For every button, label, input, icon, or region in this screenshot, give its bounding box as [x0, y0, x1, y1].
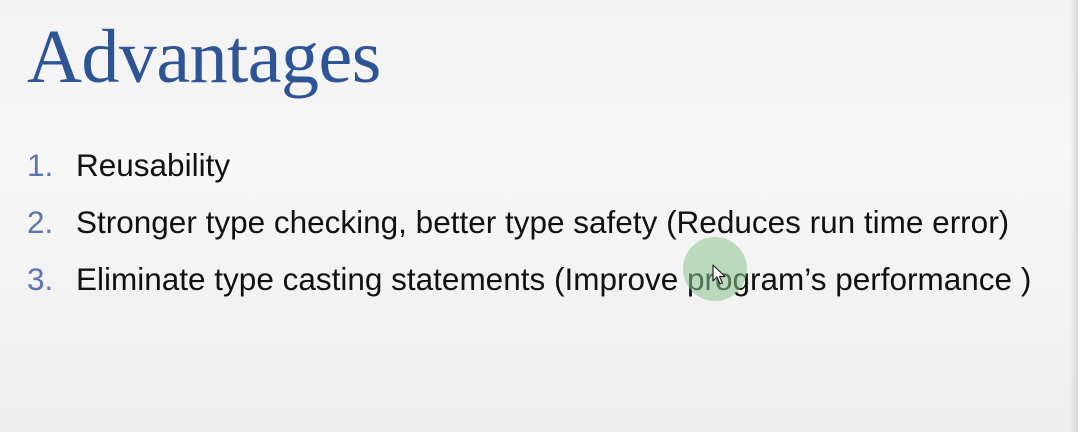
- slide-right-edge: [1070, 0, 1078, 432]
- list-item-text: Stronger type checking, better type safe…: [76, 204, 1010, 240]
- list-item: 3. Eliminate type casting statements (Im…: [27, 255, 1057, 303]
- list-item-number: 3.: [27, 261, 54, 297]
- list-item-number: 2.: [27, 204, 54, 240]
- list-item-text: Reusability: [76, 147, 231, 183]
- slide-title: Advantages: [27, 15, 381, 99]
- advantages-list: 1. Reusability 2. Stronger type checking…: [27, 141, 1057, 303]
- list-item: 2. Stronger type checking, better type s…: [27, 198, 1057, 246]
- list-item-text: Eliminate type casting statements (Impro…: [76, 261, 1032, 297]
- mouse-pointer-icon: [712, 264, 726, 285]
- list-item: 1. Reusability: [27, 141, 1057, 189]
- list-item-number: 1.: [27, 147, 54, 183]
